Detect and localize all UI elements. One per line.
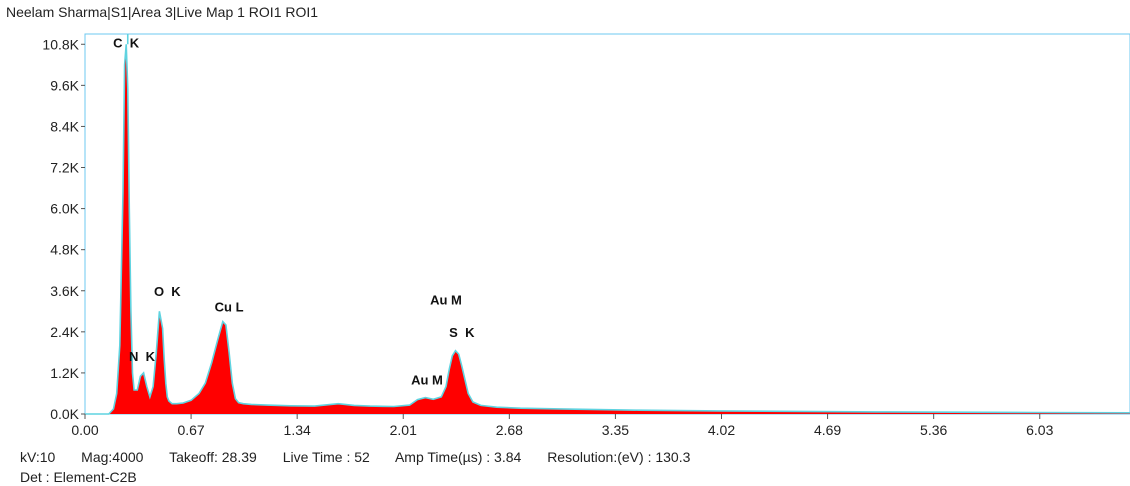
y-tick-label: 3.6K xyxy=(50,283,79,299)
x-tick-label: 0.00 xyxy=(71,422,98,438)
peak-label: S K xyxy=(449,325,475,340)
y-tick-label: 1.2K xyxy=(50,365,79,381)
plot-frame xyxy=(84,33,1130,415)
kv-value: kV:10 xyxy=(20,449,56,465)
y-tick-label: 9.6K xyxy=(50,77,79,93)
x-tick-label: 5.36 xyxy=(920,422,947,438)
peak-label: Au M xyxy=(411,373,443,388)
peak-label: Au M xyxy=(430,292,462,307)
y-tick-label: 8.4K xyxy=(50,118,79,134)
chart-title: Neelam Sharma|S1|Area 3|Live Map 1 ROI1 … xyxy=(6,4,319,20)
x-tick-label: 4.69 xyxy=(814,422,841,438)
spectrum-chart: C K N K O K Cu L Au M S K Au M 0.0K 1.2K 2.4K 3.6… xyxy=(42,33,1130,438)
x-tick-label: 6.03 xyxy=(1026,422,1053,438)
y-tick-label: 6.0K xyxy=(50,201,79,217)
x-tick-label: 2.68 xyxy=(496,422,523,438)
y-tick-label: 0.0K xyxy=(50,406,79,422)
x-tick-label: 4.02 xyxy=(708,422,735,438)
peak-labels: C K N K O K Cu L Au M S K Au M xyxy=(113,36,475,388)
x-tick-label: 2.01 xyxy=(390,422,417,438)
y-tick-label: 7.2K xyxy=(50,160,79,176)
peak-label: C K xyxy=(113,36,140,51)
x-tick-label: 3.35 xyxy=(602,422,629,438)
peak-label: Cu L xyxy=(215,299,244,314)
y-tick-label: 10.8K xyxy=(42,36,79,52)
spectrum-outline xyxy=(85,44,1130,415)
live-time-value: Live Time : 52 xyxy=(282,449,370,465)
y-axis: 0.0K 1.2K 2.4K 3.6K 4.8K 6.0K 7.2K 8.4K 9.6K 10.8… xyxy=(42,36,85,422)
acquisition-info: kV:10 Mag:4000 Takeoff: 28.39 Live Time … xyxy=(20,449,712,465)
takeoff-value: Takeoff: 28.39 xyxy=(169,449,257,465)
mag-value: Mag:4000 xyxy=(81,449,144,465)
x-tick-label: 0.67 xyxy=(177,422,204,438)
x-tick-label: 1.34 xyxy=(284,422,311,438)
detector-info: Det : Element-C2B xyxy=(20,469,137,485)
peak-label: O K xyxy=(154,284,181,299)
peak-label: N K xyxy=(129,349,156,364)
y-tick-label: 4.8K xyxy=(50,242,79,258)
x-axis: 0.00 0.67 1.34 2.01 2.68 3.35 4.02 4.69 5.36 6.03 xyxy=(71,414,1054,438)
resolution-value: Resolution:(eV) : 130.3 xyxy=(547,449,691,465)
spectrum-series xyxy=(85,34,1130,415)
y-tick-label: 2.4K xyxy=(50,324,79,340)
amp-time-value: Amp Time(µs) : 3.84 xyxy=(394,449,522,465)
